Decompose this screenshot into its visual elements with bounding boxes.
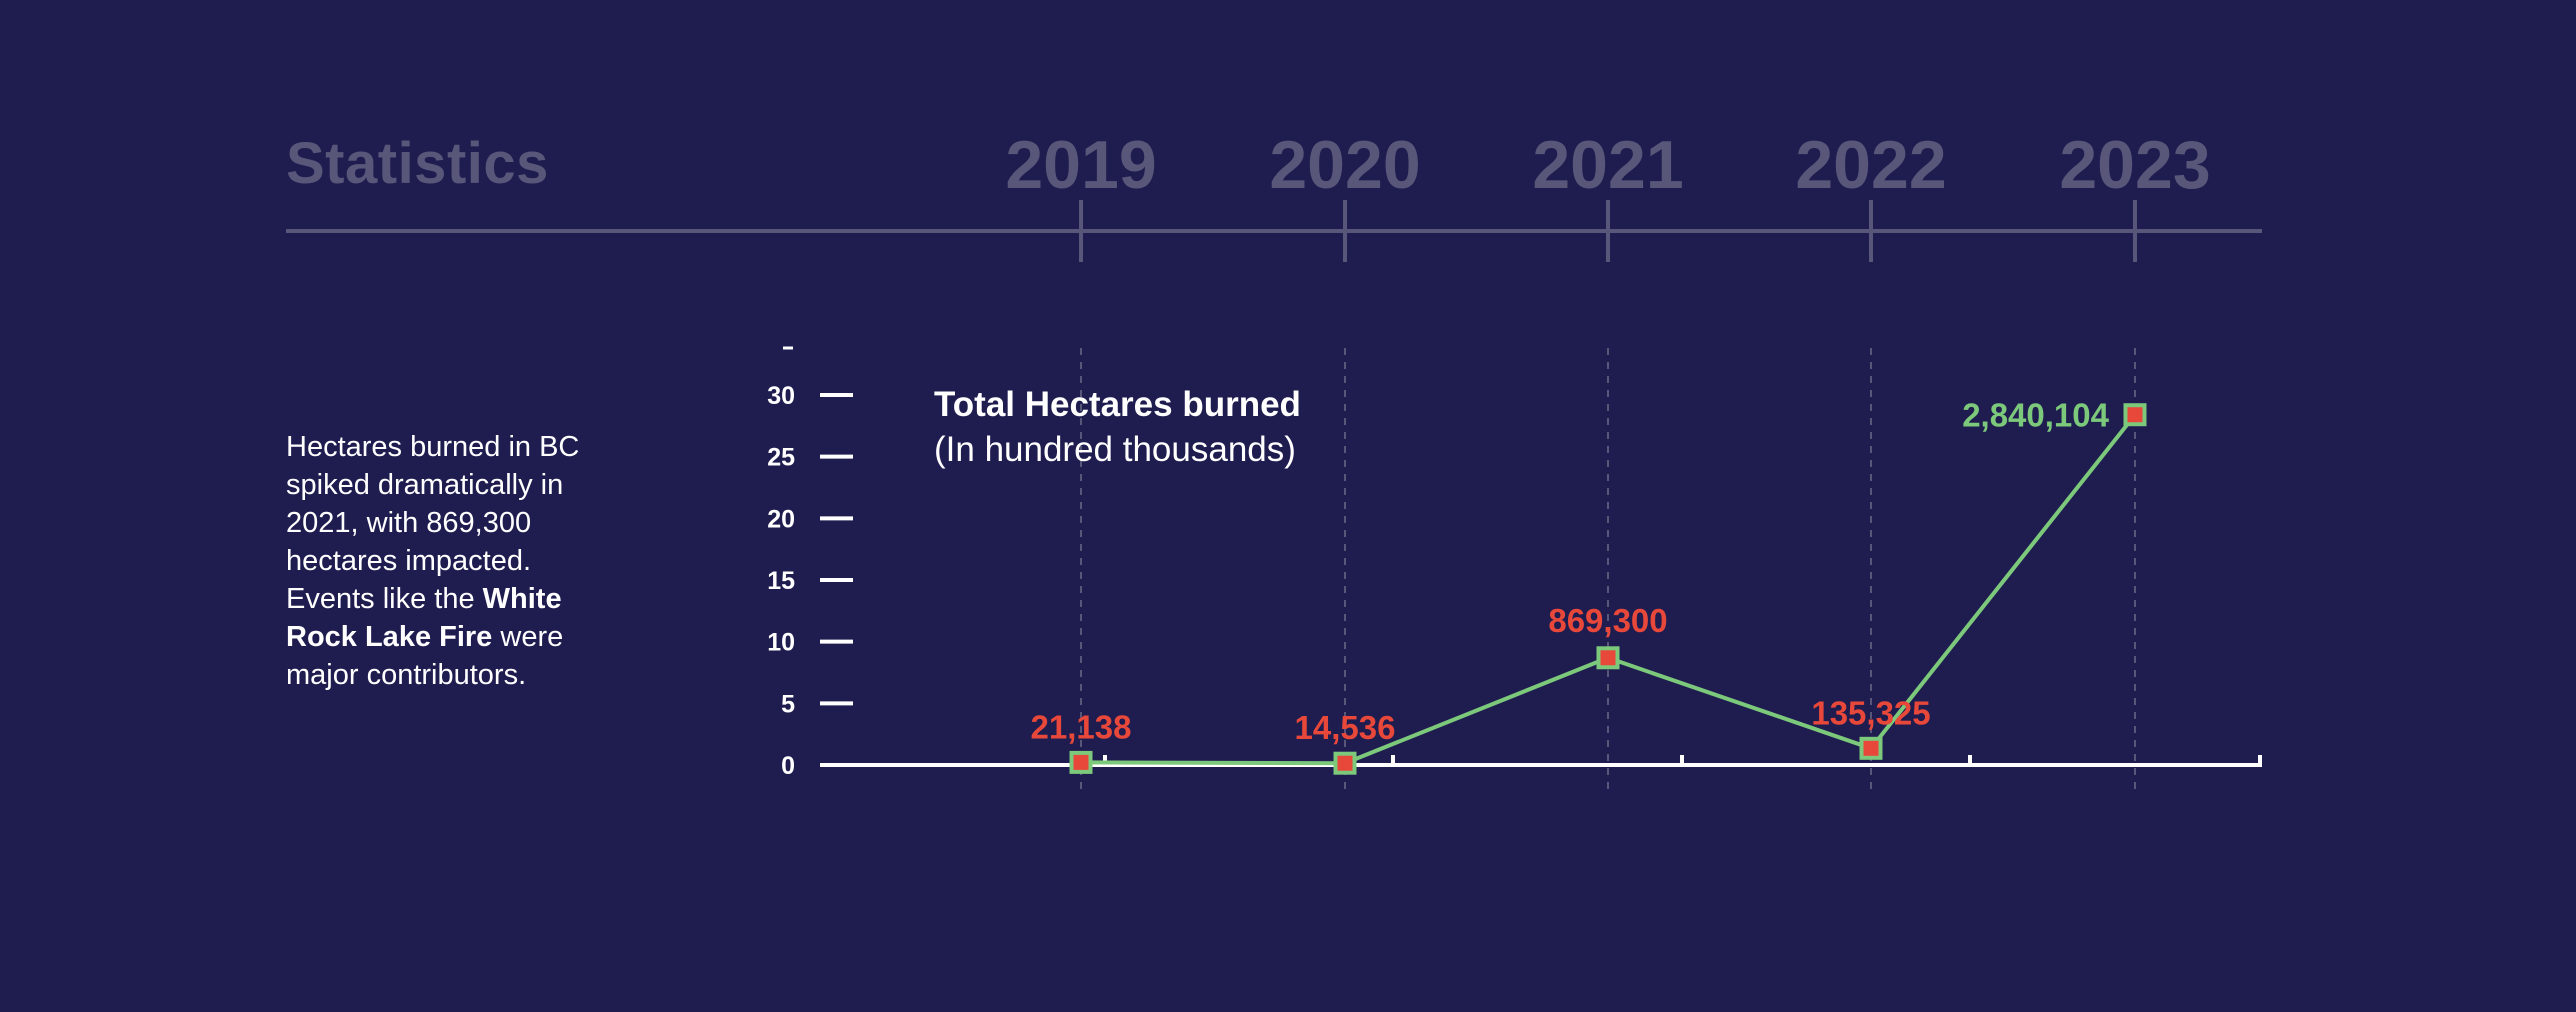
- summary-text-part-1: Hectares burned in BC spiked dramaticall…: [286, 431, 580, 615]
- year-label-2019: 2019: [1005, 127, 1156, 203]
- year-label-2022: 2022: [1795, 127, 1946, 203]
- data-point-2020: [1333, 751, 1357, 775]
- data-label-2019: 21,138: [1031, 708, 1132, 745]
- y-tick-label-20: 20: [767, 505, 795, 533]
- y-tick-label-10: 10: [767, 629, 795, 657]
- data-point-2021: [1596, 646, 1620, 670]
- summary-text: Hectares burned in BC spiked dramaticall…: [286, 428, 616, 694]
- data-point-2019: [1069, 750, 1093, 774]
- y-tick-label-30: 30: [767, 382, 795, 410]
- data-point-2023: [2123, 403, 2147, 427]
- chart-subtitle: (In hundred thousands): [934, 430, 1296, 469]
- data-label-2022: 135,325: [1811, 694, 1930, 731]
- data-label-2020: 14,536: [1295, 709, 1396, 746]
- page-title: Statistics: [286, 131, 549, 196]
- data-label-2023: 2,840,104: [1962, 397, 2109, 434]
- summary-text-part-2: were major contributors.: [286, 621, 564, 691]
- year-label-2023: 2023: [2059, 127, 2210, 203]
- data-point-2022: [1859, 736, 1883, 760]
- y-tick-label-0: 0: [781, 752, 795, 780]
- y-tick-label-25: 25: [767, 444, 795, 472]
- chart-title: Total Hectares burned: [934, 385, 1301, 424]
- summary-highlight: White Rock Lake Fire: [286, 583, 562, 653]
- y-tick-label-15: 15: [767, 567, 795, 595]
- y-tick-label-5: 5: [781, 690, 795, 718]
- data-label-2021: 869,300: [1548, 602, 1667, 639]
- year-label-2021: 2021: [1532, 127, 1683, 203]
- year-label-2020: 2020: [1269, 127, 1420, 203]
- summary-paragraph: Hectares burned in BC spiked dramaticall…: [286, 428, 616, 694]
